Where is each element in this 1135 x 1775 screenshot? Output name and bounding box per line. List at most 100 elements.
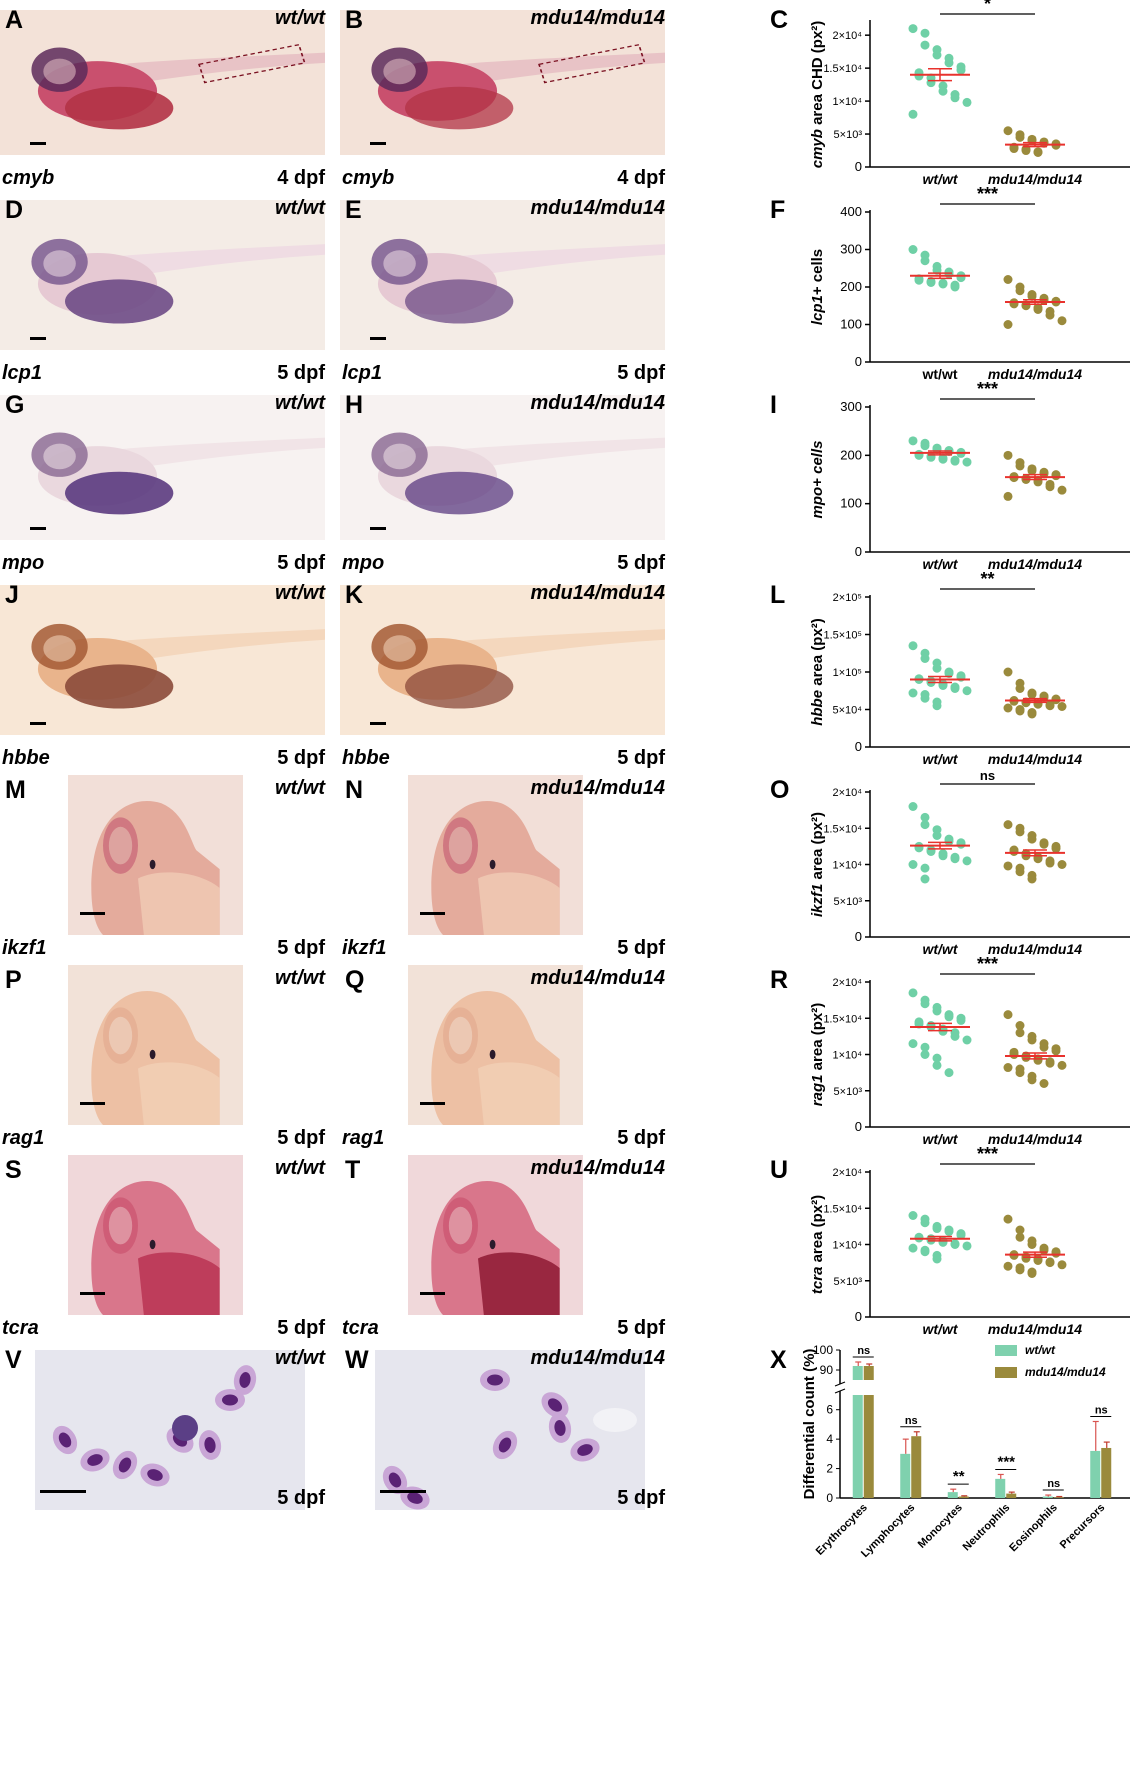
data-point-wt <box>950 93 960 103</box>
y-axis-label-unit: area CHD (px²) <box>809 21 826 129</box>
y-tick-label: 1.5×10⁵ <box>823 630 862 642</box>
bar-1 <box>1053 1497 1064 1498</box>
data-point-mut <box>1009 846 1019 856</box>
bar-upper-0 <box>852 1366 863 1380</box>
scale-bar <box>30 142 46 145</box>
gene-label: hbbe <box>342 747 390 769</box>
data-point-mut <box>1015 1265 1025 1275</box>
y-tick-label: 0 <box>855 929 862 944</box>
data-point-mut <box>1015 1232 1025 1242</box>
embryo-photo-M <box>68 775 243 935</box>
stage-label: 5 dpf <box>617 1127 665 1149</box>
data-point-wt <box>908 109 918 119</box>
embryo-photo-E <box>340 200 665 350</box>
stage-label: 5 dpf <box>617 1487 665 1509</box>
data-point-wt <box>908 24 918 34</box>
erythrocyte-nucleus <box>222 1394 238 1406</box>
data-point-wt <box>926 78 936 88</box>
data-point-mut <box>1003 1214 1013 1224</box>
x-tick-label: mdu14/mdu14 <box>988 751 1082 767</box>
stage-label: 5 dpf <box>617 937 665 959</box>
panel-letter-F: F <box>770 196 786 224</box>
embryo-photo-svg <box>68 965 243 1125</box>
smear-clear-area <box>593 1408 637 1432</box>
y-tick-label: 100 <box>840 317 862 332</box>
legend-swatch <box>995 1345 1017 1356</box>
x-category-label: Eosinophils <box>1007 1502 1060 1555</box>
data-point-mut <box>1027 1035 1037 1045</box>
x-tick-label: wt/wt <box>923 751 959 767</box>
data-point-wt <box>914 71 924 81</box>
data-point-wt <box>950 854 960 864</box>
erythrocyte-nucleus <box>204 1437 216 1453</box>
y-tick-label: 5×10³ <box>834 1086 863 1098</box>
data-point-mut <box>1015 1028 1025 1038</box>
data-point-mut <box>1051 1046 1061 1056</box>
data-point-wt <box>938 851 948 861</box>
y-tick-label: 2 <box>826 1462 833 1476</box>
embryo-photo-Q <box>408 965 583 1125</box>
data-point-wt <box>950 684 960 693</box>
bar-1 <box>911 1436 922 1498</box>
data-point-wt <box>956 839 966 849</box>
embryo-photo-svg <box>68 1155 243 1315</box>
embryo-photo-H <box>340 395 665 540</box>
embryo-eye-inner <box>448 1016 473 1055</box>
x-category-label: Neutrophils <box>961 1502 1013 1554</box>
data-point-wt <box>956 65 966 75</box>
embryo-photo-svg <box>340 585 665 735</box>
embryo-eye-inner <box>108 826 133 865</box>
data-point-wt <box>932 1224 942 1234</box>
panel-letter-J: J <box>5 581 19 609</box>
data-point-mut <box>1033 1255 1043 1265</box>
y-tick-label: 2×10⁵ <box>833 592 862 604</box>
y-axis-label: hbbe area (px²) <box>809 618 826 726</box>
granulocyte-cell <box>172 1415 198 1441</box>
embryo-photo-svg <box>0 200 325 350</box>
gene-label: mpo <box>2 552 45 574</box>
erythrocyte-nucleus <box>498 1437 512 1453</box>
scale-bar <box>370 142 386 145</box>
bar-0 <box>1042 1496 1053 1498</box>
y-axis-label-unit: area (px²) <box>809 812 826 884</box>
y-tick-label: 4 <box>826 1432 833 1446</box>
x-tick-label: mdu14/mdu14 <box>988 1321 1082 1337</box>
y-tick-label: 400 <box>840 204 862 219</box>
embryo-thymus-spot <box>149 1049 156 1060</box>
data-point-mut <box>1051 844 1061 854</box>
data-point-wt <box>908 860 918 869</box>
y-axis-label-unit: + cells <box>809 441 826 487</box>
data-point-wt <box>932 701 942 711</box>
embryo-eye <box>43 443 76 470</box>
scale-bar <box>80 1292 105 1295</box>
erythrocyte-nucleus <box>554 1420 566 1436</box>
y-axis-label-unit: area (px²) <box>809 1195 826 1267</box>
embryo-yolk <box>478 872 560 935</box>
scale-bar <box>370 722 386 725</box>
gene-label: lcp1 <box>342 362 383 384</box>
significance-label: ** <box>980 569 994 589</box>
scale-bar <box>370 527 386 530</box>
data-point-mut <box>1003 320 1013 329</box>
significance-label: ns <box>1095 1404 1108 1416</box>
gene-label: hbbe <box>2 747 50 769</box>
data-point-wt <box>920 820 930 830</box>
embryo-yolk <box>405 664 514 709</box>
gene-label: cmyb <box>2 167 55 189</box>
data-point-mut <box>1027 1075 1037 1085</box>
embryo-photo-S <box>68 1155 243 1315</box>
embryo-photo-svg <box>408 775 583 935</box>
significance-label: *** <box>997 1453 1015 1470</box>
y-tick-label: 90 <box>820 1363 834 1377</box>
erythrocyte-nucleus <box>388 1472 402 1488</box>
embryo-photo-B <box>340 10 665 155</box>
data-point-mut <box>1027 1240 1037 1249</box>
data-point-wt <box>920 441 930 451</box>
x-tick-label: wt/wt <box>923 556 959 572</box>
data-point-mut <box>1003 667 1013 677</box>
embryo-eye-inner <box>448 1206 473 1245</box>
y-tick-label: 1×10⁴ <box>832 96 862 108</box>
data-point-mut <box>1027 466 1037 476</box>
data-point-wt <box>920 1042 930 1052</box>
data-point-wt <box>920 256 930 266</box>
